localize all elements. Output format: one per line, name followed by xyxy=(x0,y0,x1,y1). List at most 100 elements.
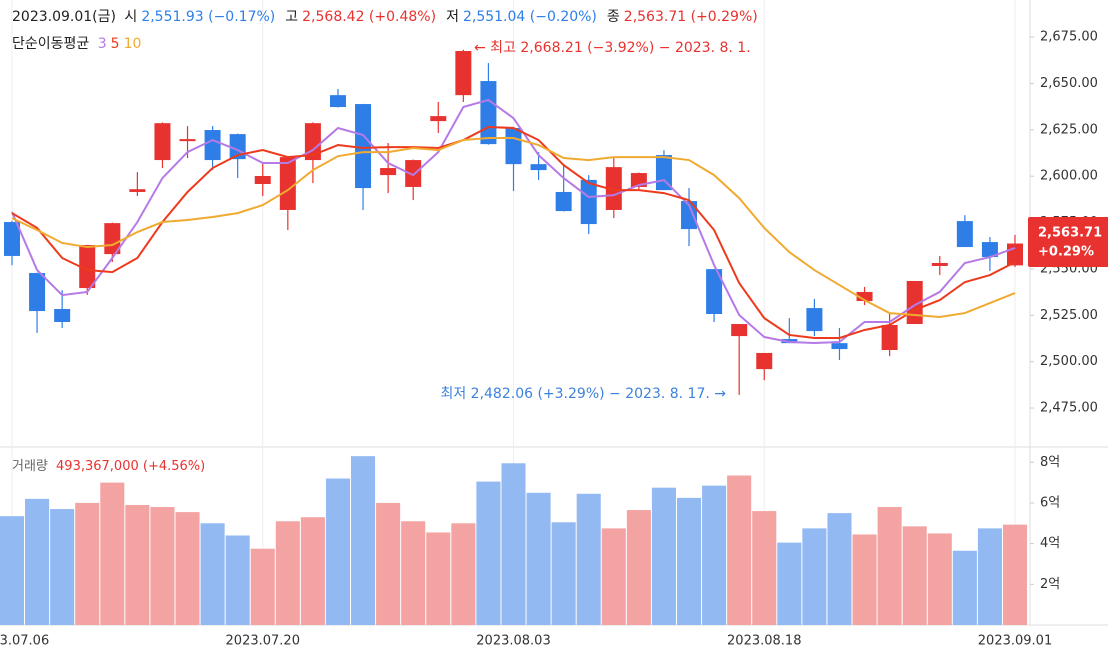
ohlc-value: 2,568.42 (+0.48%) xyxy=(302,9,437,25)
volume-bar xyxy=(200,523,225,625)
ohlc-label: 고 xyxy=(285,9,299,25)
candle-body xyxy=(154,123,171,161)
volume-bar xyxy=(150,507,175,625)
y-tick-label: 8억 xyxy=(1040,455,1060,470)
volume-bar xyxy=(250,548,275,625)
volume-bar xyxy=(601,528,626,625)
candle-body xyxy=(455,51,472,96)
volume-bar xyxy=(275,521,300,625)
volume-bar xyxy=(952,550,977,625)
candle-body xyxy=(405,160,422,187)
candle-body xyxy=(129,189,146,192)
candle-body xyxy=(480,81,497,145)
volume-bar xyxy=(551,522,576,625)
ma-line xyxy=(11,136,1016,318)
candle-body xyxy=(580,179,597,225)
candle-body xyxy=(731,324,748,337)
y-tick-label: 2억 xyxy=(1040,577,1060,592)
volume-bar xyxy=(727,475,752,625)
volume-bar xyxy=(351,456,376,625)
x-tick-label: 2023.08.18 xyxy=(727,634,801,649)
volume-bar xyxy=(50,509,75,625)
last-price-box xyxy=(1028,217,1108,267)
candle-body xyxy=(706,269,723,315)
candle-body xyxy=(956,221,973,248)
y-tick-label: 2,525.00 xyxy=(1040,308,1098,323)
candle-body xyxy=(279,157,296,210)
volume-bar xyxy=(626,510,651,625)
volume-bar xyxy=(852,534,877,625)
volume-bar xyxy=(426,532,451,625)
candle-body xyxy=(29,273,46,312)
date: 2023.09.01(금) xyxy=(12,9,116,25)
volume-title: 거래량 xyxy=(12,459,48,474)
last-price: 2,563.71 xyxy=(1038,226,1102,241)
candle-body xyxy=(104,223,121,255)
candle-body xyxy=(981,242,998,258)
legend-entry: 10 xyxy=(123,36,142,52)
volume-bar xyxy=(325,478,351,625)
y-tick-label: 2,625.00 xyxy=(1040,122,1098,137)
candle-body xyxy=(380,168,397,176)
y-tick-label: 6억 xyxy=(1040,495,1060,510)
candle-body xyxy=(605,167,622,210)
volume-bar xyxy=(476,481,501,625)
candle-body xyxy=(931,263,948,266)
volume-header: 거래량 493,367,000 (+4.56%) xyxy=(12,455,209,474)
ma-line xyxy=(11,126,1016,339)
candle-body xyxy=(856,291,873,302)
legend-entry: 5 xyxy=(110,36,120,52)
candle-body xyxy=(806,308,823,332)
ohlc-label: 저 xyxy=(446,9,459,25)
volume-bar xyxy=(676,497,702,625)
x-tick-label: 2023.07.06 xyxy=(0,634,49,649)
volume-bar xyxy=(225,535,250,625)
volume-bar xyxy=(902,526,927,625)
candle-body xyxy=(79,245,96,289)
volume-bar xyxy=(877,507,902,625)
y-tick-label: 2,600.00 xyxy=(1040,169,1098,184)
candle-body xyxy=(881,324,898,350)
candle-body xyxy=(304,123,321,161)
x-tick-label: 2023.08.03 xyxy=(476,634,550,649)
y-tick-label: 4억 xyxy=(1040,536,1060,551)
ohlc-value: 2,563.71 (+0.29%) xyxy=(623,9,758,25)
volume-bar xyxy=(0,516,25,625)
volume-bar xyxy=(125,504,150,625)
candle-body xyxy=(681,201,698,230)
annotation: ← 최고 2,668.21 (−3.92%) − 2023. 8. 1. xyxy=(474,40,751,56)
volume-bar xyxy=(927,533,952,625)
volume-bar xyxy=(702,485,727,625)
y-tick-label: 2,500.00 xyxy=(1040,354,1098,369)
ma-title: 단순이동평균 xyxy=(12,36,90,52)
last-change: +0.29% xyxy=(1038,245,1094,260)
volume-bar xyxy=(526,492,551,625)
volume-bar xyxy=(376,502,401,625)
candle-body xyxy=(254,176,271,184)
candle-body xyxy=(430,116,447,122)
volume-bar xyxy=(752,511,777,625)
ohlc-label: 종 xyxy=(606,9,620,25)
candle-body xyxy=(555,191,572,212)
volume-bar xyxy=(651,487,676,625)
candle-body xyxy=(204,130,221,161)
candle-body xyxy=(505,127,522,165)
volume-bar xyxy=(401,521,426,625)
volume-bar xyxy=(802,528,827,625)
ohlc-label: 시 xyxy=(124,9,138,25)
volume-bar xyxy=(977,528,1002,625)
price-header: 2023.09.01(금) 시 2,551.93 (−0.17%) 고 2,568.4… xyxy=(12,6,768,26)
volume-bar xyxy=(827,513,852,625)
ma-legend: 단순이동평균 3 5 10 xyxy=(12,33,145,53)
legend-entry: 3 xyxy=(97,36,107,52)
ohlc-value: 2,551.04 (−0.20%) xyxy=(462,9,597,25)
x-tick-label: 2023.07.20 xyxy=(226,634,300,649)
volume-bar xyxy=(1002,524,1028,625)
y-tick-label: 2,650.00 xyxy=(1040,76,1098,91)
ohlc-value: 2,551.93 (−0.17%) xyxy=(141,9,276,25)
y-tick-label: 2,675.00 xyxy=(1040,30,1098,45)
candle-body xyxy=(530,164,547,171)
y-tick-label: 2,475.00 xyxy=(1040,401,1098,416)
candle-body xyxy=(355,104,372,189)
candle-body xyxy=(54,309,71,322)
